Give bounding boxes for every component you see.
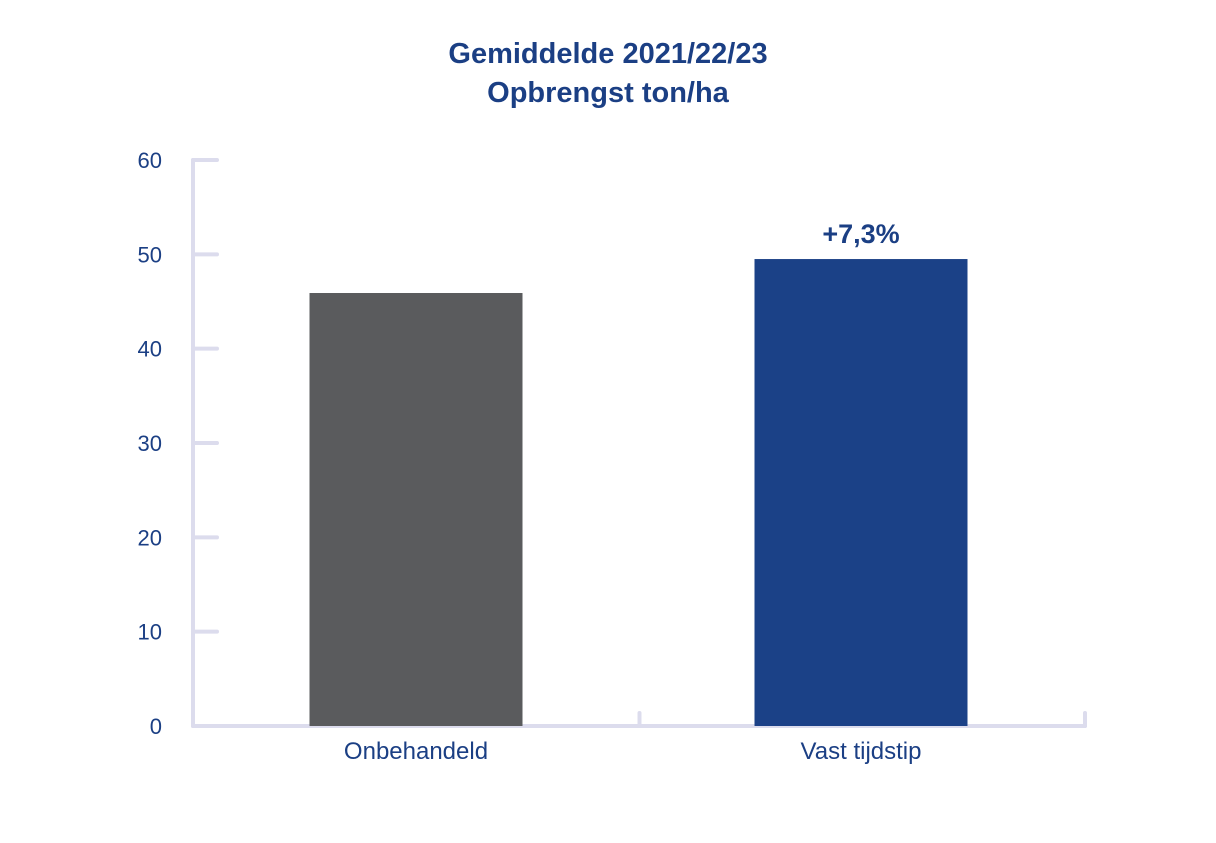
category-labels: Onbehandeld Vast tijdstip	[344, 738, 922, 765]
category-label: Onbehandeld	[344, 738, 488, 765]
y-tick-label: 60	[138, 148, 162, 173]
bar-vast-tijdstip	[754, 259, 968, 726]
bar-onbehandeld	[309, 293, 523, 726]
y-tick-label: 30	[138, 431, 162, 456]
y-tick-label: 20	[138, 525, 162, 550]
bars	[309, 259, 968, 726]
chart-title-line-2: Opbrengst ton/ha	[487, 77, 729, 109]
y-tick-label: 10	[138, 620, 162, 645]
data-labels: +7,3%	[822, 219, 899, 249]
y-axis-ticks: 0 10 20 30 40 50 60	[138, 148, 219, 739]
y-tick-label: 0	[150, 714, 162, 739]
category-label: Vast tijdstip	[801, 738, 922, 765]
chart-title-line-1: Gemiddelde 2021/22/23	[448, 38, 768, 70]
y-tick-label: 50	[138, 242, 162, 267]
data-label: +7,3%	[822, 219, 899, 249]
y-tick-label: 40	[138, 337, 162, 362]
